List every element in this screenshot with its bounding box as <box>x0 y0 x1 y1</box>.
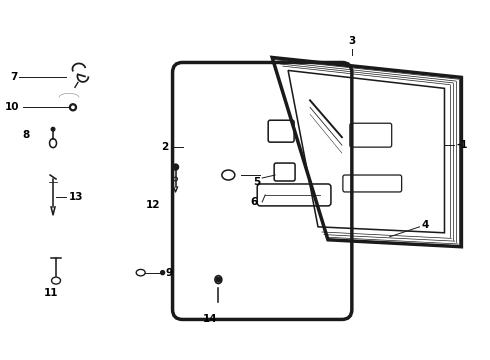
Text: 11: 11 <box>44 288 58 298</box>
Circle shape <box>70 104 76 111</box>
Circle shape <box>216 277 221 282</box>
Text: 12: 12 <box>146 200 161 210</box>
Text: 7: 7 <box>10 72 17 82</box>
Circle shape <box>161 271 165 275</box>
Text: 5: 5 <box>253 177 260 187</box>
Text: 3: 3 <box>348 36 355 45</box>
Text: -1: -1 <box>457 140 468 150</box>
Text: 13: 13 <box>69 192 83 202</box>
Text: 6: 6 <box>250 197 257 207</box>
Circle shape <box>51 127 55 131</box>
Text: 14: 14 <box>203 315 218 324</box>
Text: 2: 2 <box>161 142 169 152</box>
Text: 9: 9 <box>166 267 172 278</box>
Text: 10: 10 <box>5 102 19 112</box>
Text: 8: 8 <box>22 130 29 140</box>
Text: 4: 4 <box>421 220 429 230</box>
Circle shape <box>172 164 178 170</box>
Circle shape <box>72 106 74 108</box>
